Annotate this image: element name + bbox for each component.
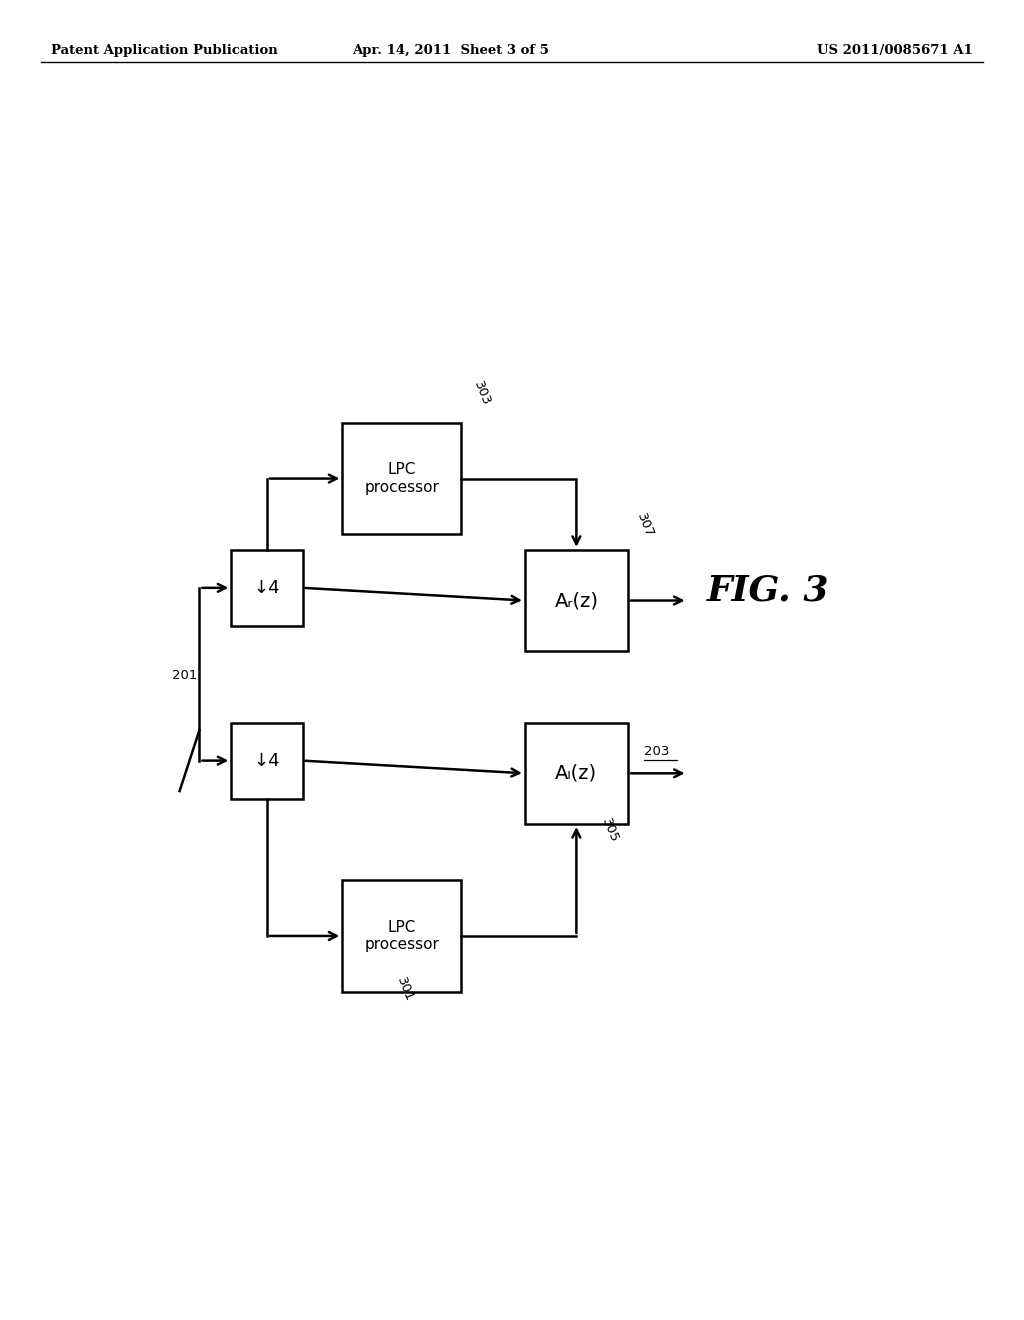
Text: 203: 203 [644, 744, 670, 758]
Text: ↓4: ↓4 [254, 579, 281, 597]
Text: US 2011/0085671 A1: US 2011/0085671 A1 [817, 44, 973, 57]
Text: 305: 305 [599, 816, 621, 845]
Text: 307: 307 [634, 511, 656, 540]
Bar [524, 722, 628, 824]
Text: Aₗ(z): Aₗ(z) [555, 764, 597, 783]
Bar [524, 549, 628, 651]
Text: Apr. 14, 2011  Sheet 3 of 5: Apr. 14, 2011 Sheet 3 of 5 [352, 44, 549, 57]
Text: 301: 301 [394, 975, 416, 1005]
Bar [231, 722, 303, 799]
Text: 303: 303 [471, 379, 493, 408]
Text: 201: 201 [172, 669, 197, 681]
Bar [231, 549, 303, 626]
Bar [342, 880, 462, 991]
Text: LPC
processor: LPC processor [365, 462, 439, 495]
Bar [342, 422, 462, 535]
Text: Patent Application Publication: Patent Application Publication [51, 44, 278, 57]
Text: Aᵣ(z): Aᵣ(z) [554, 591, 598, 610]
Text: ↓4: ↓4 [254, 751, 281, 770]
Text: FIG. 3: FIG. 3 [708, 573, 829, 607]
Text: LPC
processor: LPC processor [365, 920, 439, 952]
